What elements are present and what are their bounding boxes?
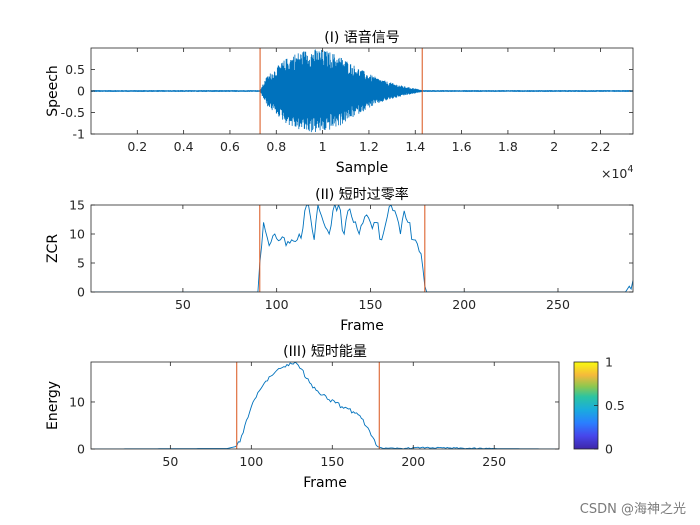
y-tick-label: -0.5 bbox=[61, 105, 85, 120]
x-tick-label: 0.4 bbox=[174, 139, 194, 154]
y-tick-label: -1 bbox=[73, 127, 85, 142]
x-tick-label: 1.6 bbox=[452, 139, 472, 154]
x-tick-label: 150 bbox=[359, 297, 383, 312]
plot-area bbox=[91, 205, 633, 292]
x-tick-label: 50 bbox=[162, 454, 178, 469]
y-axis-label: Energy bbox=[45, 381, 61, 430]
y-tick-label: 0 bbox=[77, 84, 85, 99]
plot-content bbox=[91, 48, 633, 134]
x-axis-label: Frame bbox=[340, 318, 384, 334]
x-tick-label: 2.2 bbox=[591, 139, 611, 154]
x-tick-label: 150 bbox=[320, 454, 344, 469]
x-tick-label: 200 bbox=[401, 454, 425, 469]
chart-title: (II) 短时过零率 bbox=[315, 186, 409, 203]
x-tick-label: 1.8 bbox=[498, 139, 518, 154]
y-tick-label: 5 bbox=[77, 256, 85, 271]
x-tick-label: 250 bbox=[482, 454, 506, 469]
y-tick-label: 0 bbox=[77, 285, 85, 300]
axes-box bbox=[90, 361, 560, 450]
axes-box bbox=[90, 204, 634, 293]
x-tick-label: 100 bbox=[239, 454, 263, 469]
x-tick-label: 0.6 bbox=[220, 139, 240, 154]
plot-content bbox=[91, 205, 633, 292]
chart-title: (III) 短时能量 bbox=[283, 344, 367, 360]
x-tick-label: 0.8 bbox=[266, 139, 286, 154]
y-tick-label: 10 bbox=[69, 227, 85, 242]
x-tick-label: 1 bbox=[319, 139, 327, 154]
y-axis-label: ZCR bbox=[45, 234, 61, 263]
x-tick-label: 2 bbox=[550, 139, 558, 154]
chart-panel-2: 50 100 150 200 250 0 5 10 15 (II) 短时过零率 Frame ZCR bbox=[45, 186, 634, 334]
x-exponent-label: ×104 bbox=[601, 164, 633, 181]
chart-panel-1: 0.2 0.4 0.6 0.8 1 1.2 1.4 1.6 1.8 2 2.2 -1 -0.5 0 0.5 (… bbox=[45, 29, 633, 181]
x-tick-label: 50 bbox=[175, 297, 191, 312]
x-tick-label: 1.2 bbox=[359, 139, 379, 154]
x-axis-label: Sample bbox=[336, 160, 389, 176]
series-line-1 bbox=[91, 205, 633, 292]
chart-panel-3: 50 100 150 200 250 0 10 (III) 短时能量 Frame Energy 0 0… bbox=[45, 344, 625, 491]
watermark: CSDN @海神之光 bbox=[579, 502, 686, 517]
x-tick-label: 100 bbox=[265, 297, 289, 312]
y-tick-label: 10 bbox=[69, 394, 85, 409]
y-tick-label: 0.5 bbox=[65, 62, 85, 77]
x-tick-label: 200 bbox=[452, 297, 476, 312]
x-tick-label: 0.2 bbox=[127, 139, 147, 154]
y-axis-label: Speech bbox=[45, 65, 61, 117]
plot-area bbox=[91, 362, 559, 449]
series-line-1 bbox=[91, 49, 633, 133]
x-tick-label: 250 bbox=[546, 297, 570, 312]
x-tick-label: 1.4 bbox=[405, 139, 425, 154]
chart-title: (I) 语音信号 bbox=[324, 29, 400, 46]
colorbar-tick-label: 0.5 bbox=[605, 398, 625, 413]
colorbar-tick-label: 1 bbox=[605, 355, 613, 370]
y-tick-label: 0 bbox=[77, 442, 85, 457]
y-tick-label: 15 bbox=[69, 198, 85, 213]
colorbar-tick-label: 0 bbox=[605, 442, 613, 457]
x-axis-label: Frame bbox=[303, 475, 347, 491]
